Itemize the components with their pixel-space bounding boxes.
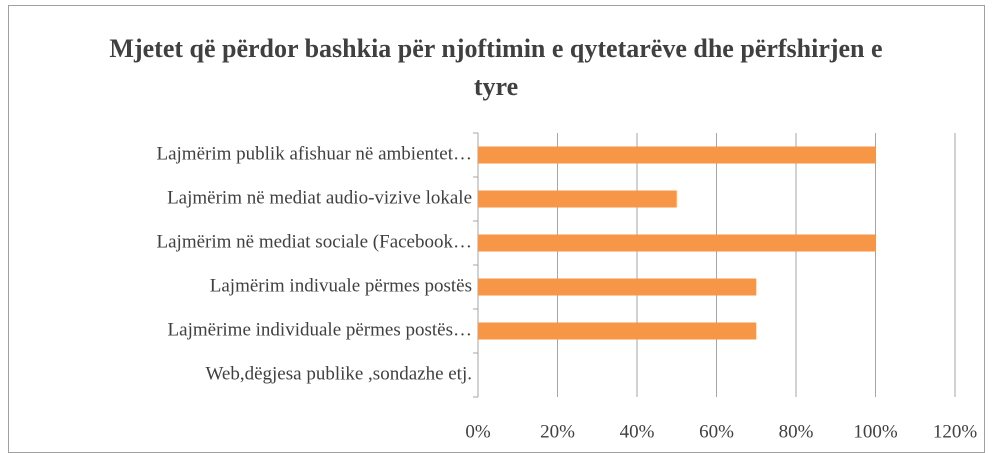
y-tick-label: Lajmërim indivuale përmes postës	[210, 275, 472, 296]
x-tick-label: 40%	[620, 421, 655, 442]
bar	[478, 146, 876, 164]
x-tick-label: 0%	[465, 421, 491, 442]
y-tick-label: Lajmërim publik afishuar në ambientet…	[156, 143, 472, 164]
y-tick-label: Web,dëgjesa publike ,sondazhe etj.	[206, 363, 473, 384]
bar	[478, 278, 757, 296]
y-tick-label: Lajmërim në mediat audio-vizive lokale	[167, 187, 472, 208]
chart-title: Mjetet që përdor bashkia për njoftimin e…	[109, 34, 883, 101]
y-tick-label: Lajmërim në mediat sociale (Facebook…	[157, 231, 473, 252]
x-tick-label: 120%	[933, 421, 978, 442]
bar	[478, 234, 876, 252]
bar	[478, 322, 757, 340]
x-tick-label: 20%	[540, 421, 575, 442]
y-tick-label: Lajmërime individuale përmes postës…	[168, 319, 472, 340]
x-tick-label: 100%	[853, 421, 898, 442]
x-tick-label: 60%	[699, 421, 734, 442]
x-tick-label: 80%	[779, 421, 814, 442]
bar	[478, 190, 677, 208]
